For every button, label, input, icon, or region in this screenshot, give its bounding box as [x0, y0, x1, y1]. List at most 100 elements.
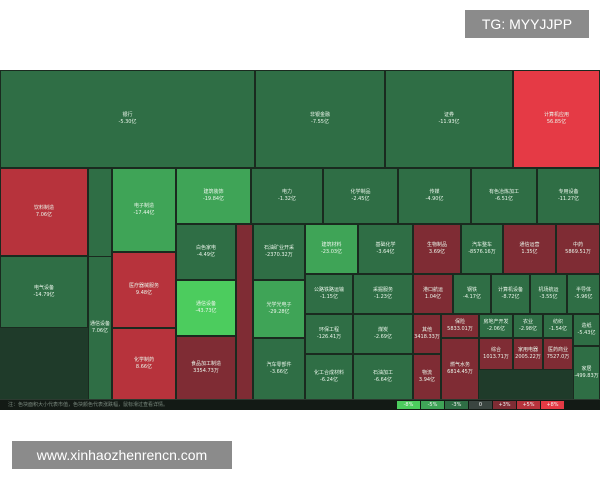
treemap-cell[interactable]: 有色冶炼加工 -6.51亿: [471, 168, 537, 224]
legend-chip: +3%: [493, 401, 516, 409]
status-bar: 注：色块面积大小代表市值，色块颜色代表涨跌幅，鼠标滑过查看详情。 -8% -5%…: [0, 399, 600, 410]
treemap-cell[interactable]: 通信设备 7.06亿: [88, 256, 112, 400]
cell-sector-name: 煤炭: [378, 327, 388, 334]
treemap-cell[interactable]: 专用设备 -11.27亿: [537, 168, 600, 224]
cell-sector-name: 非银金融: [310, 112, 330, 119]
cell-net-flow: -126.41万: [317, 334, 341, 341]
treemap-cell[interactable]: 农业 -2.98亿: [513, 314, 543, 338]
treemap-cell[interactable]: 燃气水务 6814.45万: [441, 338, 479, 400]
cell-net-flow: -5.30亿: [119, 119, 137, 126]
cell-sector-name: 传媒: [429, 189, 439, 196]
cell-sector-name: 纺织: [553, 319, 563, 326]
cell-sector-name: 化学制药: [134, 357, 154, 364]
treemap-cell[interactable]: 汽车整车 -8576.16万: [461, 224, 503, 274]
cell-net-flow: -5.43亿: [578, 330, 596, 337]
treemap-cell[interactable]: 通信设备 -43.73亿: [176, 280, 236, 336]
treemap-cell[interactable]: 物流 3.94亿: [413, 354, 441, 400]
cell-net-flow: -4.90亿: [426, 196, 444, 203]
treemap-cell[interactable]: 建筑材料 -23.03亿: [305, 224, 358, 274]
cell-sector-name: 专用设备: [558, 189, 578, 196]
cell-net-flow: -4.17亿: [463, 294, 481, 301]
treemap-cell[interactable]: 其他 3418.33万: [413, 314, 441, 354]
treemap-cell[interactable]: 港口航运 1.04亿: [413, 274, 453, 314]
cell-sector-name: 化工合成材料: [314, 370, 344, 377]
cell-net-flow: -499.83万: [574, 373, 598, 380]
cell-sector-name: 保险: [455, 319, 465, 326]
treemap-cell[interactable]: 计算机应用 56.85亿: [513, 70, 600, 168]
cell-sector-name: 采掘服务: [373, 287, 393, 294]
treemap-cell[interactable]: 机场航运 -3.55亿: [530, 274, 567, 314]
cell-net-flow: -29.28亿: [268, 309, 289, 316]
treemap-cell[interactable]: 化学制药 8.66亿: [112, 328, 176, 400]
legend-chip: -8%: [397, 401, 420, 409]
treemap-cell[interactable]: 环保工程 -126.41万: [305, 314, 353, 354]
cell-net-flow: 8.66亿: [136, 364, 152, 371]
cell-net-flow: 7.06亿: [36, 212, 52, 219]
cell-net-flow: -11.27亿: [558, 196, 579, 203]
treemap-cell[interactable]: 食品加工制造 3354.73万: [176, 336, 236, 400]
treemap-cell[interactable]: 保险 5833.01万: [441, 314, 479, 338]
treemap-cell[interactable]: 电子制造 -17.44亿: [112, 168, 176, 252]
treemap-cell[interactable]: 证券 -11.93亿: [385, 70, 513, 168]
treemap-cell[interactable]: 光学光电子 -29.28亿: [253, 280, 305, 338]
treemap-cell[interactable]: 医疗器械服务 9.48亿: [112, 252, 176, 328]
treemap-cell[interactable]: 化工合成材料 -6.24亿: [305, 354, 353, 400]
cell-sector-name: 银行: [122, 112, 132, 119]
cell-net-flow: 7.06亿: [92, 328, 108, 335]
treemap-cell[interactable]: 化学制品 -2.45亿: [323, 168, 398, 224]
cell-net-flow: -6.64亿: [374, 377, 392, 384]
cell-net-flow: -1.23亿: [374, 294, 392, 301]
treemap-cell[interactable]: 综合 1013.71万: [479, 338, 513, 370]
cell-sector-name: 环保工程: [319, 327, 339, 334]
treemap-cell[interactable]: 建筑装饰 -19.84亿: [176, 168, 251, 224]
treemap-cell[interactable]: 公路铁路运输 -1.15亿: [305, 274, 353, 314]
treemap-cell[interactable]: 采掘服务 -1.23亿: [353, 274, 413, 314]
cell-sector-name: 通信设备: [196, 301, 216, 308]
status-note: 注：色块面积大小代表市值，色块颜色代表涨跌幅，鼠标滑过查看详情。: [8, 400, 168, 410]
treemap-cell[interactable]: 家居 -499.83万: [573, 346, 600, 400]
treemap-cell[interactable]: 煤炭 -2.69亿: [353, 314, 413, 354]
treemap-cell[interactable]: 银行 -5.30亿: [0, 70, 255, 168]
treemap-cell[interactable]: 电气设备 -14.79亿: [0, 256, 88, 328]
treemap-cell[interactable]: 纺织 -1.54亿: [543, 314, 573, 338]
treemap-cell[interactable]: 中药 5869.51万: [556, 224, 600, 274]
cell-net-flow: 2005.22万: [515, 354, 541, 361]
cell-sector-name: 食品加工制造: [191, 361, 221, 368]
cell-net-flow: 5833.01万: [447, 326, 473, 333]
cell-sector-name: 其他: [422, 327, 432, 334]
cell-net-flow: -23.03亿: [321, 249, 342, 256]
cell-net-flow: -2.45亿: [352, 196, 370, 203]
treemap-cell[interactable]: 非银金融 -7.55亿: [255, 70, 385, 168]
treemap-cell[interactable]: 半导体 -5.96亿: [567, 274, 600, 314]
treemap-cell[interactable]: 钢铁 -4.17亿: [453, 274, 491, 314]
cell-sector-name: 医药商业: [548, 347, 568, 354]
treemap-cell[interactable]: 饮料制造 7.06亿: [0, 168, 88, 256]
treemap-cell[interactable]: 电力 -1.32亿: [251, 168, 323, 224]
treemap-cell[interactable]: 传媒 -4.90亿: [398, 168, 471, 224]
cell-net-flow: 56.85亿: [547, 119, 566, 126]
cell-net-flow: -6.51亿: [495, 196, 513, 203]
treemap-cell[interactable]: 基础化学 -3.64亿: [358, 224, 413, 274]
cell-sector-name: 电子制造: [134, 203, 154, 210]
cell-net-flow: 1.04亿: [425, 294, 441, 301]
treemap-cell[interactable]: 医药商业 7527.0万: [543, 338, 573, 370]
cell-net-flow: -2370.32万: [265, 252, 292, 259]
treemap-cell[interactable]: 造纸 -5.43亿: [573, 314, 600, 346]
treemap-cell[interactable]: 家用电器 2005.22万: [513, 338, 543, 370]
treemap-cell[interactable]: 白色家电 -4.49亿: [176, 224, 236, 280]
treemap-cell[interactable]: 石油加工 -6.64亿: [353, 354, 413, 400]
cell-sector-name: 半导体: [576, 287, 591, 294]
treemap-cell[interactable]: 房地产开发 -2.06亿: [479, 314, 513, 338]
cell-net-flow: -1.15亿: [320, 294, 338, 301]
treemap-cell[interactable]: 汽车零部件 -3.66亿: [253, 338, 305, 400]
treemap-cell[interactable]: 通信运营 1.35亿: [503, 224, 556, 274]
treemap-cell[interactable]: [236, 224, 253, 400]
treemap-cell[interactable]: 石油矿业开采 -2370.32万: [253, 224, 305, 280]
treemap-cell[interactable]: 生物制品 3.69亿: [413, 224, 461, 274]
cell-sector-name: 光学光电子: [266, 302, 291, 309]
cell-net-flow: -7.55亿: [311, 119, 329, 126]
treemap-cell[interactable]: 计算机设备 -8.72亿: [491, 274, 530, 314]
cell-net-flow: -2.69亿: [374, 334, 392, 341]
cell-sector-name: 物流: [422, 370, 432, 377]
cell-net-flow: -5.96亿: [575, 294, 593, 301]
